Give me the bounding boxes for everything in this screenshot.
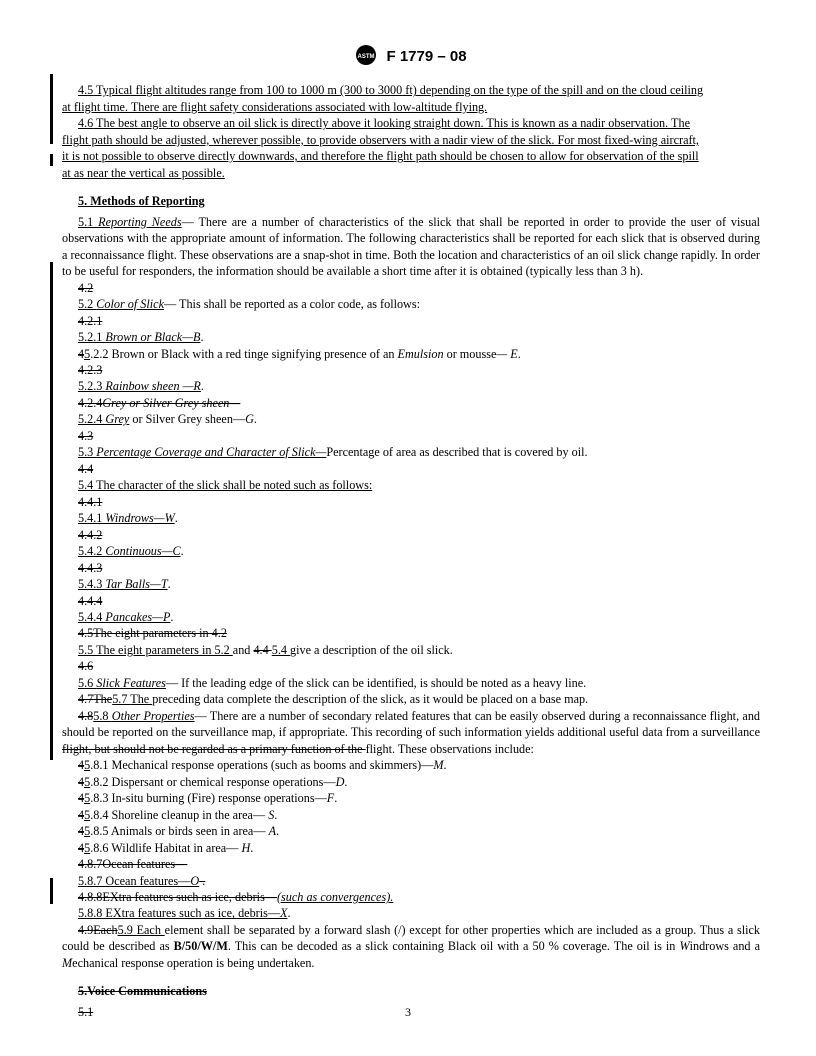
para-5-2-1: 5.2.1 Brown or Black—B. xyxy=(62,329,760,345)
page: ASTM F 1779 – 08 4.5 Typical flight alti… xyxy=(0,0,816,1056)
para-45-2-2: 45.2.2 Brown or Black with a red tinge s… xyxy=(62,346,760,362)
para-5-4-1: 5.4.1 Windrows—W. xyxy=(62,510,760,526)
para-5-4-3: 5.4.3 Tar Balls—T. xyxy=(62,576,760,592)
para-4-5: 4.5 Typical flight altitudes range from … xyxy=(62,82,760,98)
para-5-4-4: 5.4.4 Pancakes—P. xyxy=(62,609,760,625)
page-header: ASTM F 1779 – 08 xyxy=(62,44,760,70)
designation: F 1779 – 08 xyxy=(386,47,466,67)
struck-4-6: 4.6 xyxy=(62,658,760,674)
struck-4-4: 4.4 xyxy=(62,461,760,477)
change-bar-1 xyxy=(50,74,53,144)
para-5-5: 5.5 The eight parameters in 5.2 and 4.4 … xyxy=(62,642,760,658)
struck-4-2-1: 4.2.1 xyxy=(62,313,760,329)
para-5-4-2: 5.4.2 Continuous—C. xyxy=(62,543,760,559)
para-4-6c: it is not possible to observe directly d… xyxy=(62,148,760,164)
struck-4-5: 4.5The eight parameters in 4.2 xyxy=(62,625,760,641)
para-5-8-7: 5.8.7 Ocean features—O . xyxy=(62,873,760,889)
section-voice-comm: 5.Voice Communications xyxy=(62,983,760,999)
struck-4-4-1: 4.4.1 xyxy=(62,494,760,510)
change-bar-4 xyxy=(50,878,53,904)
para-5-4: 5.4 The character of the slick shall be … xyxy=(62,477,760,493)
para-5-2-3: 5.2.3 Rainbow sheen —R. xyxy=(62,378,760,394)
para-4-6d: at as near the vertical as possible. xyxy=(62,165,760,181)
para-5-8: 4.85.8 Other Properties— There are a num… xyxy=(62,708,760,757)
page-number: 3 xyxy=(0,1004,816,1020)
para-5-8-3: 45.8.3 In-situ burning (Fire) response o… xyxy=(62,790,760,806)
para-5-8-2: 45.8.2 Dispersant or chemical response o… xyxy=(62,774,760,790)
svg-text:ASTM: ASTM xyxy=(358,54,375,60)
para-5-8-4: 45.8.4 Shoreline cleanup in the area— S. xyxy=(62,807,760,823)
para-4-5b: at flight time. There are flight safety … xyxy=(62,99,760,115)
struck-4-2-4: 4.2.4Grey or Silver Grey sheen— xyxy=(62,395,760,411)
section-5-title: 5. Methods of Reporting xyxy=(62,193,760,209)
para-4-6b: flight path should be adjusted, wherever… xyxy=(62,132,760,148)
para-5-2: 5.2 Color of Slick— This shall be report… xyxy=(62,296,760,312)
astm-logo: ASTM xyxy=(355,44,377,70)
para-5-8-5: 45.8.5 Animals or birds seen in area— A. xyxy=(62,823,760,839)
struck-4-4-4: 4.4.4 xyxy=(62,593,760,609)
para-4-6: 4.6 The best angle to observe an oil sli… xyxy=(62,115,760,131)
struck-4-2: 4.2 xyxy=(62,280,760,296)
para-5-8-8: 5.8.8 EXtra features such as ice, debris… xyxy=(62,905,760,921)
struck-4-2-3: 4.2.3 xyxy=(62,362,760,378)
para-5-3: 5.3 Percentage Coverage and Character of… xyxy=(62,444,760,460)
para-5-1: 5.1 Reporting Needs— There are a number … xyxy=(62,214,760,280)
change-bar-3 xyxy=(50,262,53,760)
para-5-6: 5.6 Slick Features— If the leading edge … xyxy=(62,675,760,691)
struck-4-8-7: 4.8.7Ocean features— xyxy=(62,856,760,872)
struck-4-4-3: 4.4.3 xyxy=(62,560,760,576)
struck-4-3: 4.3 xyxy=(62,428,760,444)
para-5-7: 4.7The5.7 The preceding data complete th… xyxy=(62,691,760,707)
para-5-8-1: 45.8.1 Mechanical response operations (s… xyxy=(62,757,760,773)
para-5-2-4: 5.2.4 Grey or Silver Grey sheen—G. xyxy=(62,411,760,427)
struck-4-8-8: 4.8.8EXtra features such as ice, debris—… xyxy=(62,889,760,905)
struck-4-4-2: 4.4.2 xyxy=(62,527,760,543)
para-5-8-6: 45.8.6 Wildlife Habitat in area— H. xyxy=(62,840,760,856)
change-bar-2 xyxy=(50,154,53,166)
para-5-9: 4.9Each5.9 Each element shall be separat… xyxy=(62,922,760,971)
